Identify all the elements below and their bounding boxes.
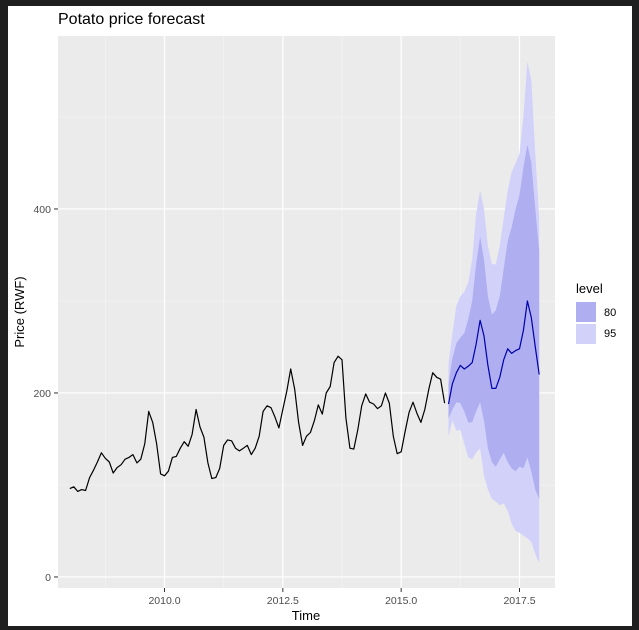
x-axis: 2010.0 2012.5 2015.0 2017.5 xyxy=(148,588,536,607)
price-forecast-chart: Potato price forecast 2010.0 2012.5 2015.0… xyxy=(12,11,616,623)
y-axis: 0 200 400 xyxy=(33,204,58,584)
x-axis-title: Time xyxy=(292,608,320,623)
series-lines xyxy=(69,300,540,492)
y-tick-label: 0 xyxy=(45,572,51,584)
legend-swatch-80 xyxy=(576,302,596,322)
y-tick-label: 400 xyxy=(33,204,51,216)
y-axis-title: Price (RWF) xyxy=(12,276,27,347)
x-tick-label: 2010.0 xyxy=(148,595,180,607)
y-tick-label: 200 xyxy=(33,388,51,400)
legend: level 80 95 xyxy=(576,281,616,344)
chart-frame: Potato price forecast 2010.0 2012.5 2015.0… xyxy=(8,6,632,626)
legend-label-95: 95 xyxy=(604,328,616,340)
series-line-forecast-mean xyxy=(447,300,540,405)
prediction-intervals xyxy=(448,61,540,564)
legend-label-80: 80 xyxy=(604,307,616,319)
interval-band-80 xyxy=(448,144,540,499)
x-tick-label: 2015.0 xyxy=(385,595,417,607)
legend-swatch-95 xyxy=(576,324,596,344)
chart-title: Potato price forecast xyxy=(58,11,205,28)
legend-title: level xyxy=(576,281,603,296)
x-tick-label: 2012.5 xyxy=(267,595,299,607)
series-line-history xyxy=(69,355,446,492)
x-tick-label: 2017.5 xyxy=(503,595,535,607)
